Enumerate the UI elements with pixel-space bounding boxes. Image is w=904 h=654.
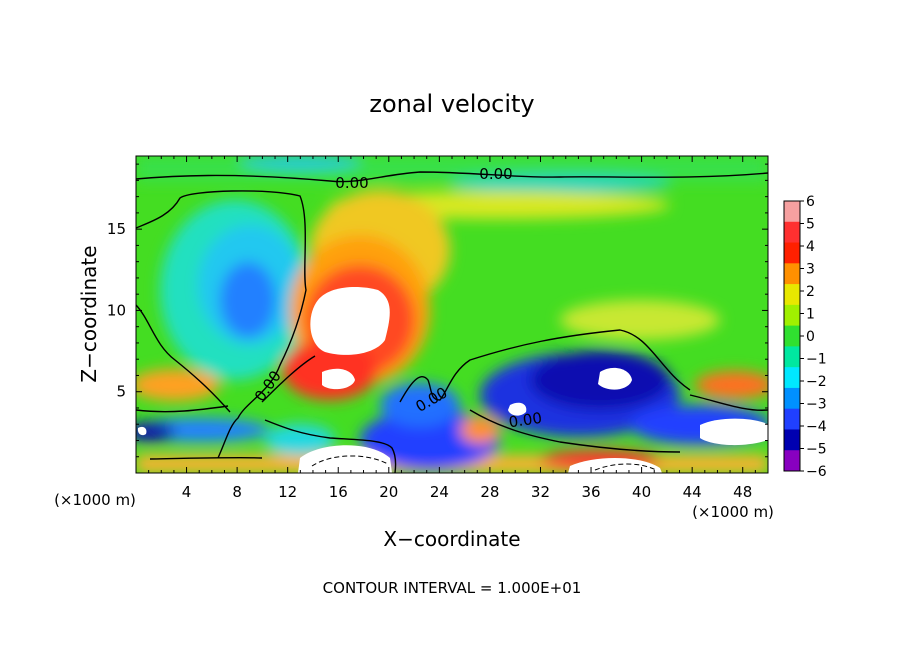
colorbar-swatch [784,304,800,327]
colorbar-label: −5 [806,442,827,458]
x-tick-label: 20 [379,483,398,501]
colorbar-label: 3 [806,262,815,278]
colorbar-swatch [784,387,800,410]
x-tick-label: 40 [632,483,651,501]
colorbar-label: −6 [806,464,827,480]
x-unit-label-right: (×1000 m) [692,503,774,521]
x-tick-label: 44 [683,483,702,501]
x-tick-label: 12 [278,483,297,501]
x-tick-label: 32 [531,483,550,501]
x-tick-label: 24 [430,483,449,501]
x-axis: 4 8 12 16 20 24 28 32 36 40 44 48 [148,156,756,501]
colorbar-label: −1 [806,352,827,368]
colorbar-swatch [784,408,800,430]
colorbar-swatch [784,325,800,347]
colorbar-swatch [784,242,800,264]
colorbar-label: 0 [806,329,815,345]
x-tick-label: 48 [733,483,752,501]
x-tick-label: 36 [581,483,600,501]
colorbar-swatch [784,221,800,244]
colorbar-label: −4 [806,419,827,435]
colorbar-label: 2 [806,284,815,300]
y-axis: 5 10 15 [107,163,768,458]
colorbar-label: 1 [806,307,815,323]
x-tick-label: 8 [232,483,242,501]
colorbar-swatch [784,263,800,285]
contour-label: 0.00 [335,174,368,192]
x-axis-label: X−coordinate [383,527,520,551]
colorbar-swatch [784,284,800,306]
y-tick-label: 5 [116,383,126,401]
contour-interval-note: CONTOUR INTERVAL = 1.000E+01 [323,579,582,597]
zero-contours [136,171,768,473]
y-axis-label: Z−coordinate [77,245,101,382]
colorbar-swatch [784,450,800,472]
colorbar-label: 6 [806,194,815,210]
x-tick-label: 4 [182,483,192,501]
x-tick-label: 16 [329,483,348,501]
chart-title: zonal velocity [369,90,534,118]
x-unit-label-left: (×1000 m) [54,491,136,509]
colorbar-swatch [784,367,800,389]
colorbar-swatch [784,346,800,368]
colorbar-label: 4 [806,239,815,255]
velocity-field [136,156,768,473]
colorbar-label: −2 [806,374,827,390]
colorbar-label: 5 [806,217,815,233]
x-tick-label: 28 [480,483,499,501]
contour-label: 0.00 [479,165,512,183]
colorbar-swatch [784,201,800,223]
colorbar: 6 5 4 3 2 1 0 −1 −2 −3 −4 −5 −6 [783,194,827,480]
colorbar-label: −3 [806,397,827,413]
y-tick-label: 15 [107,220,126,238]
contour-label: 0.00 [508,409,544,431]
y-tick-label: 10 [107,301,126,319]
colorbar-swatch [784,429,800,451]
